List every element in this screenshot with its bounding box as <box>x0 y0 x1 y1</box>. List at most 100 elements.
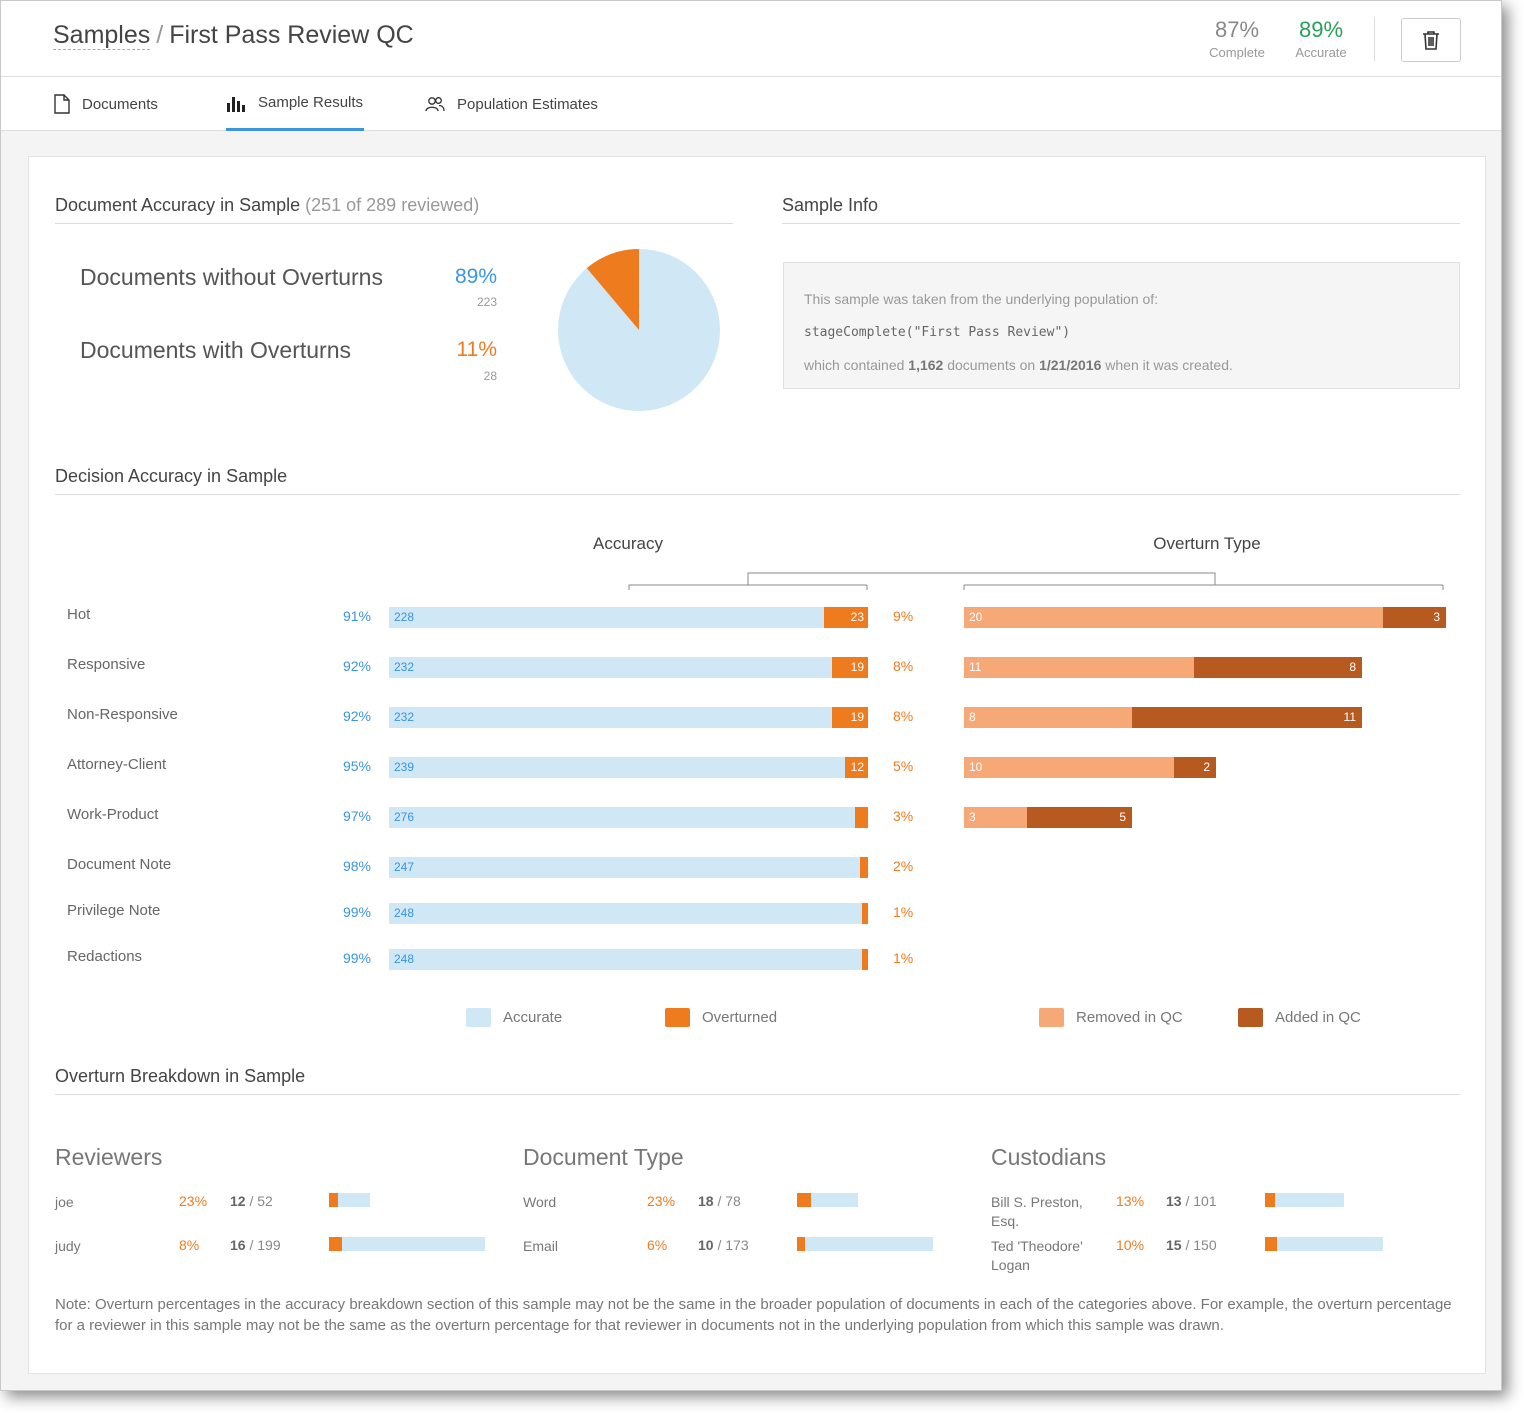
breakdown-item-denominator: 78 <box>725 1193 741 1209</box>
breakdown-item-pct: 13% <box>1116 1193 1145 1209</box>
complete-pct: 87% <box>1214 17 1260 42</box>
breakdown-item-bar-fill <box>329 1237 342 1251</box>
legend-added-label: Added in QC <box>1275 1009 1361 1026</box>
decision-overturn-pct: 1% <box>893 904 914 920</box>
decision-row-label: Document Note <box>67 856 172 873</box>
breakdown-item-pct: 10% <box>1116 1237 1145 1253</box>
with-overturns-count: 28 <box>483 369 497 383</box>
legend-added-swatch <box>1238 1008 1263 1027</box>
removed-in-qc-bar: 3 <box>964 807 1027 828</box>
breakdown-item-bar <box>1265 1193 1344 1207</box>
legend-accurate: Accurate <box>466 1008 562 1027</box>
breakdown-item-bar-fill <box>1265 1237 1277 1251</box>
sample-info-line1: This sample was taken from the underlyin… <box>804 291 1159 307</box>
sample-info-box: This sample was taken from the underlyin… <box>783 262 1460 389</box>
decision-overturn-pct: 5% <box>893 758 914 774</box>
accurate-bar: 276 <box>389 807 855 828</box>
tab-sample-results[interactable]: Sample Results <box>226 77 364 131</box>
added-in-qc-bar: 11 <box>1132 707 1362 728</box>
breakdown-item-pct: 8% <box>179 1237 200 1253</box>
document-icon <box>54 94 70 114</box>
breakdown-item-sep: / <box>713 1237 726 1253</box>
decision-accuracy-pct: 92% <box>342 708 371 724</box>
breakdown-item-bar-fill <box>329 1193 338 1207</box>
added-in-qc-bar: 3 <box>1383 607 1446 628</box>
removed-in-qc-bar: 8 <box>964 707 1132 728</box>
overturned-bar: 3 <box>862 949 868 970</box>
breakdown-item-denominator: 52 <box>257 1193 273 1209</box>
tab-bar: Documents Sample Results Population Esti… <box>1 77 1501 131</box>
pie-slice-overturned <box>586 249 639 330</box>
breakdown-group-title: Reviewers <box>55 1144 163 1170</box>
breakdown-item-denominator: 150 <box>1193 1237 1217 1253</box>
overturned-bar: 12 <box>845 757 868 778</box>
results-card: Document Accuracy in Sample (251 of 289 … <box>28 156 1486 1374</box>
breakdown-title: Overturn Breakdown in Sample <box>55 1066 306 1086</box>
breakdown-item-denominator: 199 <box>257 1237 281 1253</box>
without-overturns-label: Documents without Overturns <box>80 264 383 290</box>
decision-overturn-pct: 2% <box>893 858 914 874</box>
doc-accuracy-rule <box>55 223 733 224</box>
added-in-qc-bar: 2 <box>1174 757 1216 778</box>
decision-overturn-pct: 1% <box>893 950 914 966</box>
with-overturns-label: Documents with Overturns <box>80 337 351 363</box>
tab-population-estimates[interactable]: Population Estimates <box>425 77 598 131</box>
breakdown-rule <box>55 1094 1460 1095</box>
decision-row-label: Privilege Note <box>67 902 161 919</box>
accuracy-pie-chart <box>558 249 720 411</box>
decision-accuracy-pct: 97% <box>342 808 371 824</box>
breakdown-item-denominator: 101 <box>1193 1193 1217 1209</box>
decision-overturn-pct: 9% <box>893 608 914 624</box>
accurate-bar: 247 <box>389 857 860 878</box>
legend-added: Added in QC <box>1238 1008 1361 1027</box>
decision-overturn-pct: 3% <box>893 808 914 824</box>
without-overturns-count: 223 <box>476 295 497 309</box>
breakdown-item-fraction: 18 / 78 <box>698 1193 741 1209</box>
accurate-stat: 89% Accurate <box>1289 17 1353 60</box>
legend-removed: Removed in QC <box>1039 1008 1183 1027</box>
legend-removed-swatch <box>1039 1008 1064 1027</box>
breadcrumb-samples-link[interactable]: Samples <box>53 21 151 50</box>
delete-button[interactable] <box>1401 18 1461 62</box>
breakdown-item-name: Word <box>523 1194 557 1210</box>
decision-row-label: Redactions <box>67 948 143 965</box>
tab-documents-label: Documents <box>82 95 158 113</box>
accurate-bar: 248 <box>389 903 862 924</box>
accuracy-column-title: Accuracy <box>593 534 663 553</box>
legend-overturned-swatch <box>665 1008 690 1027</box>
tab-documents[interactable]: Documents <box>54 77 158 131</box>
breakdown-item-sep: / <box>1181 1237 1194 1253</box>
breakdown-group-title: Document Type <box>523 1144 684 1170</box>
legend-accurate-swatch <box>466 1008 491 1027</box>
accurate-bar: 248 <box>389 949 862 970</box>
decision-accuracy-pct: 99% <box>342 950 371 966</box>
breakdown-item-numerator: 18 <box>698 1193 714 1209</box>
overturned-bar: 19 <box>832 707 868 728</box>
accurate-bar: 232 <box>389 707 832 728</box>
decision-accuracy-pct: 99% <box>342 904 371 920</box>
breakdown-item-fraction: 13 / 101 <box>1166 1193 1217 1209</box>
breakdown-item-sep: / <box>245 1237 258 1253</box>
breakdown-item-fraction: 10 / 173 <box>698 1237 749 1253</box>
sample-info-line3: which contained 1,162 documents on 1/21/… <box>804 357 1233 373</box>
column-bracket <box>628 572 1444 590</box>
breakdown-item-bar <box>797 1193 858 1207</box>
breakdown-item-name: joe <box>55 1194 74 1210</box>
breakdown-item-bar-fill <box>1265 1193 1275 1207</box>
breakdown-item-bar-fill <box>797 1237 805 1251</box>
removed-in-qc-bar: 20 <box>964 607 1383 628</box>
decision-row-label: Responsive <box>67 656 146 673</box>
breakdown-item-pct: 23% <box>647 1193 676 1209</box>
overturned-bar: 4 <box>860 857 868 878</box>
decision-row-label: Work-Product <box>67 806 159 823</box>
overturned-bar: 8 <box>855 807 868 828</box>
breakdown-item-name: Bill S. Preston, Esq. <box>991 1194 1083 1229</box>
breakdown-item-fraction: 15 / 150 <box>1166 1237 1217 1253</box>
tab-population-estimates-label: Population Estimates <box>457 95 598 113</box>
overturned-bar: 19 <box>832 657 868 678</box>
breakdown-item-sep: / <box>245 1193 258 1209</box>
decision-accuracy-pct: 95% <box>342 758 371 774</box>
decision-accuracy-pct: 98% <box>342 858 371 874</box>
page-header: Samples / First Pass Review QC 87% Complet… <box>1 1 1501 77</box>
breakdown-item-denominator: 173 <box>725 1237 749 1253</box>
